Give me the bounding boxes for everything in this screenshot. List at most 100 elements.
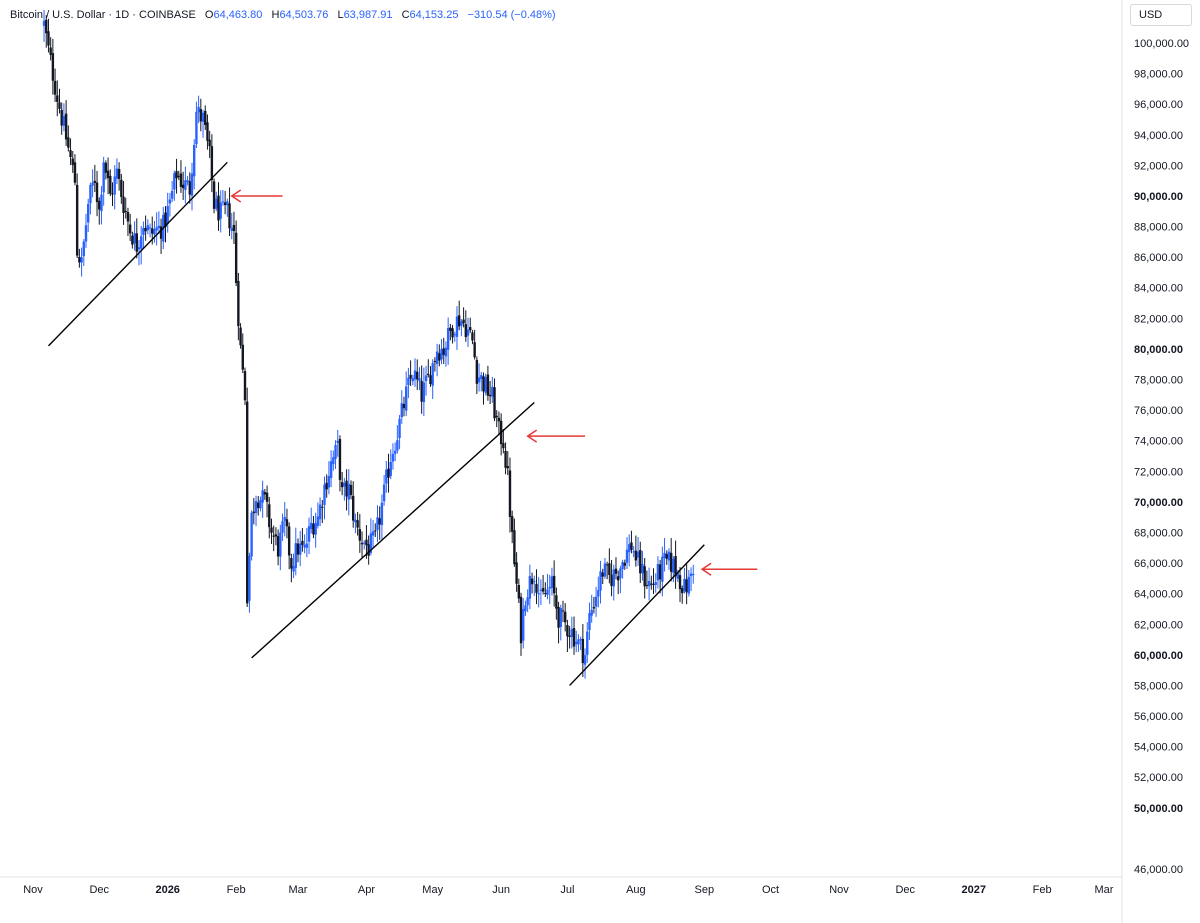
candle: [548, 574, 551, 604]
candle: [665, 550, 668, 565]
candle-body: [575, 641, 578, 644]
candle-body: [230, 227, 233, 231]
candle: [539, 579, 543, 606]
candle: [462, 307, 465, 328]
candle: [550, 567, 554, 596]
candle: [356, 511, 359, 536]
candle-body: [62, 115, 66, 126]
candle-body: [484, 377, 487, 393]
candle-body: [440, 348, 443, 360]
candle-body: [69, 150, 72, 158]
candle-body: [60, 109, 63, 126]
currency-selector[interactable]: USD: [1130, 4, 1192, 26]
candle: [579, 636, 582, 651]
candle: [173, 170, 176, 201]
candle-body: [404, 386, 408, 411]
candle: [517, 578, 521, 604]
candle-body: [464, 324, 468, 338]
candle: [56, 80, 59, 117]
candle-body: [508, 470, 512, 517]
candle-body: [190, 173, 194, 196]
candle-body: [643, 566, 646, 587]
candle: [106, 157, 110, 195]
candle-body: [360, 542, 364, 545]
candle-body: [349, 484, 353, 495]
candle-body: [263, 492, 267, 495]
candle-body: [658, 564, 662, 580]
candle: [316, 502, 320, 529]
candle: [323, 476, 326, 520]
candle-body: [482, 376, 485, 392]
candle-body: [466, 329, 470, 336]
candle-body: [477, 377, 481, 383]
candle: [396, 425, 399, 454]
candle: [652, 568, 655, 595]
candle-body: [212, 181, 216, 209]
candle-body: [497, 417, 501, 422]
candle-body: [539, 589, 543, 591]
candle-body: [510, 516, 514, 532]
candle: [248, 552, 251, 613]
candle-body: [400, 403, 403, 418]
candle-body: [634, 550, 638, 561]
exchange: COINBASE: [139, 9, 196, 21]
candle-body: [444, 347, 448, 357]
candle: [641, 550, 644, 581]
candle-body: [246, 401, 249, 604]
candle: [599, 560, 602, 604]
candle-body: [283, 516, 286, 521]
candle-body: [175, 171, 178, 179]
candle: [612, 564, 615, 601]
candle: [351, 481, 355, 528]
candle-body: [581, 638, 585, 664]
candle: [217, 182, 220, 231]
candle-body: [285, 519, 289, 527]
candle-body: [398, 418, 401, 439]
candle-body: [356, 520, 359, 528]
candle: [124, 197, 127, 219]
candle-body: [287, 526, 291, 556]
candle-body: [393, 450, 397, 454]
candle-body: [56, 95, 59, 102]
candle: [639, 541, 642, 584]
candle-body: [135, 233, 138, 252]
candle: [530, 572, 534, 594]
candle: [504, 442, 507, 475]
candle-body: [480, 375, 483, 379]
candle: [674, 540, 677, 589]
annotation-arrow: [700, 562, 758, 576]
candle-body: [117, 168, 121, 179]
price-tick-label: 76,000.00: [1134, 405, 1183, 417]
candle-body: [371, 531, 375, 536]
candle-body: [420, 381, 423, 402]
candle: [398, 415, 401, 450]
candle: [400, 390, 403, 424]
candle: [630, 530, 633, 554]
candle: [544, 582, 547, 597]
candle-body: [95, 182, 99, 203]
candle-body: [316, 516, 320, 526]
candle-body: [199, 109, 203, 122]
candle: [254, 495, 258, 527]
candle: [491, 376, 494, 403]
candle: [360, 531, 364, 559]
candle: [259, 496, 262, 512]
candle: [67, 125, 70, 152]
candle: [473, 329, 476, 360]
candle-body: [402, 403, 406, 409]
price-tick-label: 100,000.00: [1134, 38, 1189, 50]
candle-body: [493, 387, 496, 419]
price-tick-label: 98,000.00: [1134, 69, 1183, 81]
candle-body: [382, 484, 386, 502]
candle: [281, 513, 284, 541]
candle: [681, 585, 684, 604]
candle: [73, 154, 77, 186]
time-tick-label: Dec: [89, 884, 109, 896]
candle-body: [369, 533, 373, 553]
candle-body: [563, 611, 567, 623]
candle: [179, 160, 183, 193]
price-tick-label: 86,000.00: [1134, 252, 1183, 264]
candle-body: [590, 609, 593, 616]
candle: [510, 510, 514, 544]
